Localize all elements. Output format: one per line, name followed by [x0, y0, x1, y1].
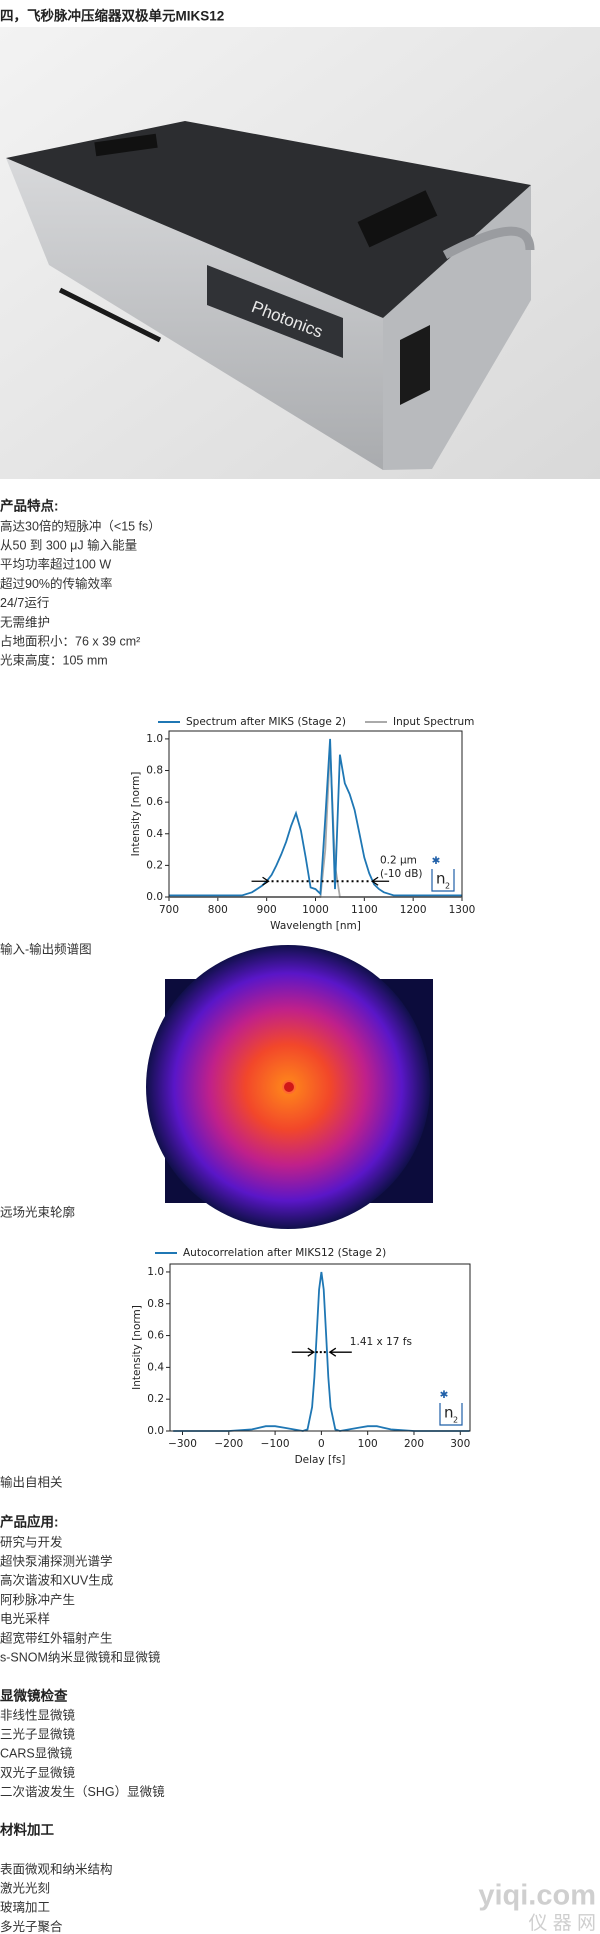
watermark: yiqi.com: [478, 1880, 596, 1912]
beam-profile: [146, 945, 433, 1229]
y-tick-label: 0.6: [147, 1330, 164, 1342]
plot-frame: [169, 1263, 471, 1432]
legend-label: Spectrum after MIKS (Stage 2): [186, 716, 346, 728]
y-tick-label: 0.8: [147, 1298, 164, 1310]
applications-heading: 产品应用:: [0, 1514, 59, 1530]
legend-label: Autocorrelation after MIKS12 (Stage 2): [183, 1247, 386, 1259]
x-axis-label: Delay [fs]: [295, 1454, 346, 1466]
list-item: 光束高度：105 mm: [0, 653, 108, 668]
product-photo: Photonics: [0, 27, 600, 479]
logo-star: ✱: [440, 1389, 449, 1401]
x-tick-label: −200: [214, 1438, 243, 1450]
x-tick-label: −100: [261, 1438, 290, 1450]
y-tick-label: 0.0: [146, 891, 163, 903]
list-item: 超过90%的传输效率: [0, 576, 113, 591]
y-tick-label: 0.2: [147, 1393, 164, 1405]
series-line: [173, 1271, 470, 1432]
list-item: 从50 到 300 μJ 输入能量: [0, 537, 137, 552]
list-item: 电光采样: [0, 1611, 50, 1626]
watermark-sub: 仪 器 网: [528, 1913, 596, 1934]
arrow: [291, 1347, 315, 1357]
y-tick-label: 1.0: [146, 733, 163, 745]
list-item: 平均功率超过100 W: [0, 557, 111, 572]
x-tick-label: 800: [208, 904, 228, 916]
x-tick-label: 1100: [351, 904, 378, 916]
legend-label: Input Spectrum: [393, 716, 474, 728]
caption: 远场光束轮廓: [0, 1204, 75, 1219]
logo-text: n: [436, 870, 446, 888]
list-item: 表面微观和纳米结构: [0, 1861, 113, 1876]
y-axis-label: Intensity [norm]: [131, 1305, 143, 1390]
annotation: (-10 dB): [380, 868, 423, 880]
list-item: 三光子显微镜: [0, 1726, 76, 1741]
y-tick-label: 0.2: [146, 859, 163, 871]
arrow: [370, 876, 390, 886]
x-tick-label: 200: [404, 1438, 424, 1450]
logo-sub: 2: [453, 1416, 458, 1425]
list-item: 占地面积小：76 x 39 cm²: [0, 633, 140, 648]
list-item: 高次谐波和XUV生成: [0, 1573, 113, 1588]
list-item: 阿秒脉冲产生: [0, 1592, 75, 1607]
list-item: 激光光刻: [0, 1881, 50, 1895]
list-item: 24/7运行: [0, 596, 49, 610]
materials-heading: 材料加工: [0, 1822, 54, 1838]
annotation: 0.2 μm: [380, 854, 417, 866]
x-axis-label: Wavelength [nm]: [270, 920, 361, 932]
series-line: [169, 738, 462, 897]
y-tick-label: 0.4: [146, 828, 163, 840]
arrow: [328, 1347, 352, 1357]
logo-frame: [439, 1403, 463, 1426]
annotation: 1.41 x 17 fs: [350, 1336, 412, 1348]
y-tick-label: 0.0: [147, 1425, 164, 1437]
list-item: 多光子聚合: [0, 1919, 63, 1934]
y-tick-label: 1.0: [147, 1266, 164, 1278]
plot-frame: [168, 730, 463, 898]
list-item: 超快泵浦探测光谱学: [0, 1553, 113, 1568]
list-item: 双光子显微镜: [0, 1765, 76, 1780]
x-tick-label: 0: [318, 1438, 325, 1450]
chart: −300 −200 −100 0 100 200 300 0.0 0.2 0.4 0.6 0.8 1.0…: [131, 1247, 471, 1466]
list-item: 玻璃加工: [0, 1901, 50, 1915]
logo-frame: [431, 869, 455, 892]
list-item: 二次谐波发生（SHG）显微镜: [0, 1784, 165, 1799]
list-item: 研究与开发: [0, 1534, 63, 1549]
x-tick-label: 100: [358, 1438, 378, 1450]
x-tick-label: 300: [450, 1438, 470, 1450]
microscopy-heading: 显微镜检查: [0, 1688, 68, 1704]
arrow: [251, 876, 270, 886]
features-heading: 产品特点:: [0, 498, 59, 514]
logo-star: ✱: [432, 855, 441, 867]
x-tick-label: 1000: [302, 904, 329, 916]
list-item: 无需维护: [0, 615, 50, 629]
y-tick-label: 0.6: [146, 796, 163, 808]
y-tick-label: 0.4: [147, 1361, 164, 1373]
logo-sub: 2: [445, 882, 450, 891]
list-item: 高达30倍的短脉冲（<15 fs）: [0, 518, 161, 533]
caption: 输出自相关: [0, 1474, 63, 1489]
x-tick-label: 1200: [400, 904, 427, 916]
x-tick-label: −300: [168, 1438, 197, 1450]
x-tick-label: 900: [257, 904, 277, 916]
y-axis-label: Intensity [norm]: [130, 772, 142, 857]
page-title: 四，飞秒脉冲压缩器双极单元MIKS12: [0, 8, 224, 24]
list-item: 超宽带红外辐射产生: [0, 1630, 113, 1645]
list-item: 非线性显微镜: [0, 1707, 76, 1722]
x-tick-label: 700: [159, 904, 179, 916]
chart: 700 800 900 1000 1100 1200 1300 0.0 0.2 0.4 0.6 0.8…: [130, 716, 475, 932]
caption: 输入-输出频谱图: [0, 941, 92, 956]
x-tick-label: 1300: [449, 904, 476, 916]
y-tick-label: 0.8: [146, 765, 163, 777]
list-item: CARS显微镜: [0, 1746, 73, 1761]
logo-text: n: [444, 1404, 454, 1422]
list-item: s-SNOM纳米显微镜和显微镜: [0, 1649, 161, 1664]
